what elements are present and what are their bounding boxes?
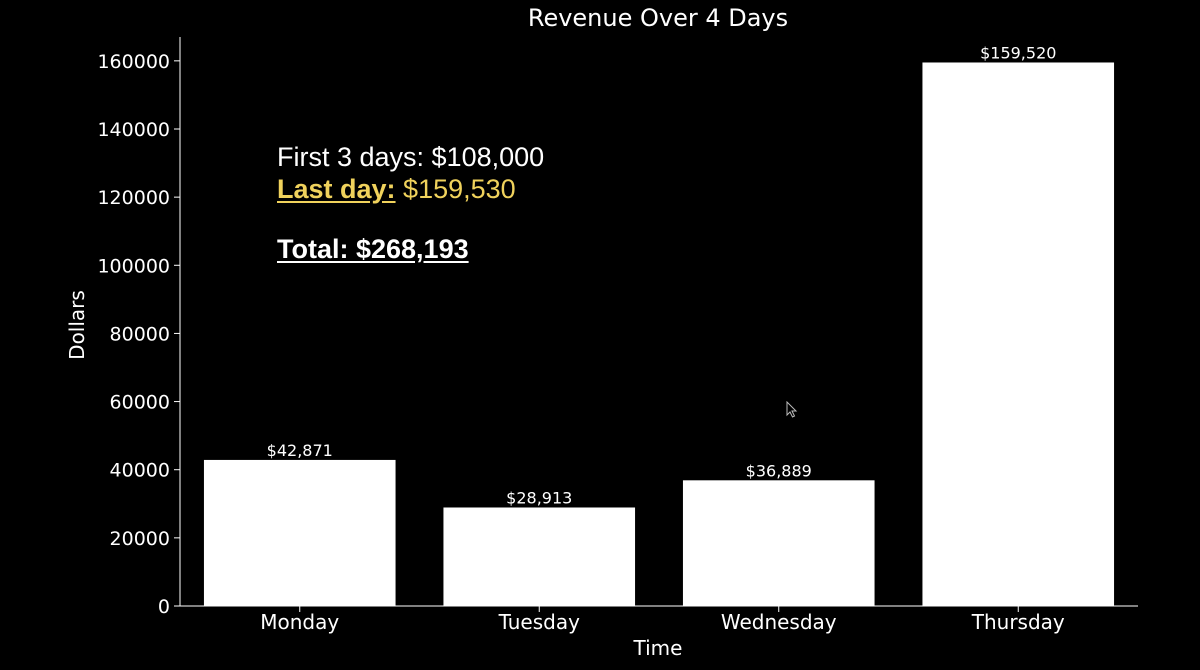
bar-data-label: $42,871 — [267, 441, 333, 460]
bar — [682, 480, 875, 606]
x-axis-label: Time — [633, 636, 683, 660]
last-day-value: $159,530 — [395, 174, 516, 204]
bar-data-label: $28,913 — [506, 488, 572, 507]
bar-value-labels: $42,871 $28,913 $36,889 $159,520 — [267, 43, 1057, 507]
y-tick-label: 140000 — [97, 119, 170, 141]
bars — [203, 62, 1115, 607]
y-tick-label: 100000 — [97, 255, 170, 277]
x-axis: Monday Tuesday Wednesday Thursday — [180, 605, 1138, 634]
last-day-label: Last day: — [277, 174, 396, 204]
y-tick-label: 20000 — [110, 528, 170, 550]
bar — [922, 62, 1115, 607]
bar — [203, 459, 396, 606]
bar-data-label: $36,889 — [746, 461, 812, 480]
y-tick-label: 40000 — [110, 460, 170, 482]
y-tick-label: 120000 — [97, 187, 170, 209]
total-annotation: Total: $268,193 — [277, 234, 469, 264]
last-day-annotation: Last day: $159,530 — [277, 176, 516, 203]
y-axis-label: Dollars — [65, 290, 89, 360]
y-tick-label: 0 — [158, 596, 170, 618]
bar — [443, 507, 636, 606]
chart-title: Revenue Over 4 Days — [528, 4, 788, 32]
first-three-days-annotation: First 3 days: $108,000 — [277, 142, 545, 172]
y-tick-label: 80000 — [110, 323, 170, 345]
x-tick-label: Wednesday — [721, 610, 837, 634]
y-tick-label: 160000 — [97, 51, 170, 73]
bar-data-label: $159,520 — [980, 43, 1056, 62]
x-tick-label: Tuesday — [498, 610, 581, 634]
x-tick-label: Thursday — [971, 610, 1065, 634]
x-tick-label: Monday — [260, 610, 339, 634]
y-tick-label: 60000 — [110, 392, 170, 414]
mouse-cursor-icon — [786, 401, 798, 418]
y-axis: 0 20000 40000 60000 80000 100000 120000 140000 1… — [97, 37, 181, 618]
